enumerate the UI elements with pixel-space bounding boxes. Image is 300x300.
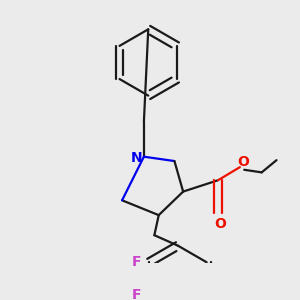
Text: O: O (237, 155, 249, 169)
Text: O: O (214, 217, 226, 231)
Text: N: N (131, 152, 143, 165)
Text: F: F (132, 255, 142, 269)
Text: F: F (132, 288, 142, 300)
